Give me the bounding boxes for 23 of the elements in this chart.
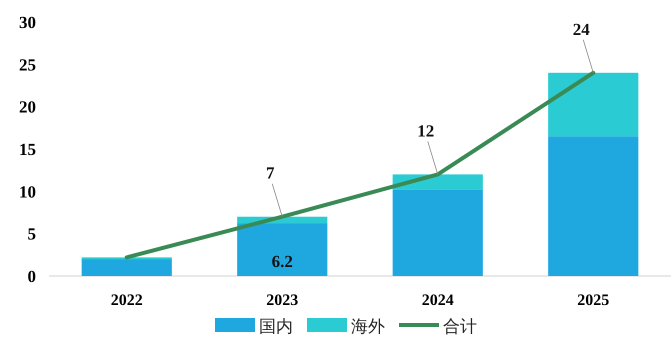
y-tick-label: 15 bbox=[19, 140, 36, 159]
x-tick-label: 2024 bbox=[422, 292, 454, 309]
data-label: 12 bbox=[417, 121, 434, 140]
x-tick-label: 2025 bbox=[577, 292, 610, 309]
y-tick-label: 25 bbox=[19, 55, 36, 74]
data-label: 24 bbox=[572, 20, 590, 39]
legend-label: 国内 bbox=[259, 317, 293, 337]
legend-label: 海外 bbox=[351, 317, 385, 337]
legend-label: 合计 bbox=[443, 317, 477, 337]
data-label: 7 bbox=[266, 164, 275, 183]
y-tick-label: 0 bbox=[28, 267, 36, 286]
y-tick-label: 20 bbox=[19, 98, 36, 117]
y-tick-label: 30 bbox=[19, 13, 36, 32]
bar bbox=[237, 224, 328, 276]
x-tick-label: 2022 bbox=[110, 292, 143, 309]
x-tick-label: 2023 bbox=[266, 292, 298, 309]
data-label: 6.2 bbox=[272, 252, 293, 271]
bar bbox=[82, 259, 172, 276]
y-tick-label: 5 bbox=[28, 224, 36, 244]
y-tick-label: 10 bbox=[19, 182, 36, 202]
bar bbox=[548, 136, 638, 276]
bar bbox=[392, 190, 483, 276]
bar bbox=[548, 72, 638, 136]
